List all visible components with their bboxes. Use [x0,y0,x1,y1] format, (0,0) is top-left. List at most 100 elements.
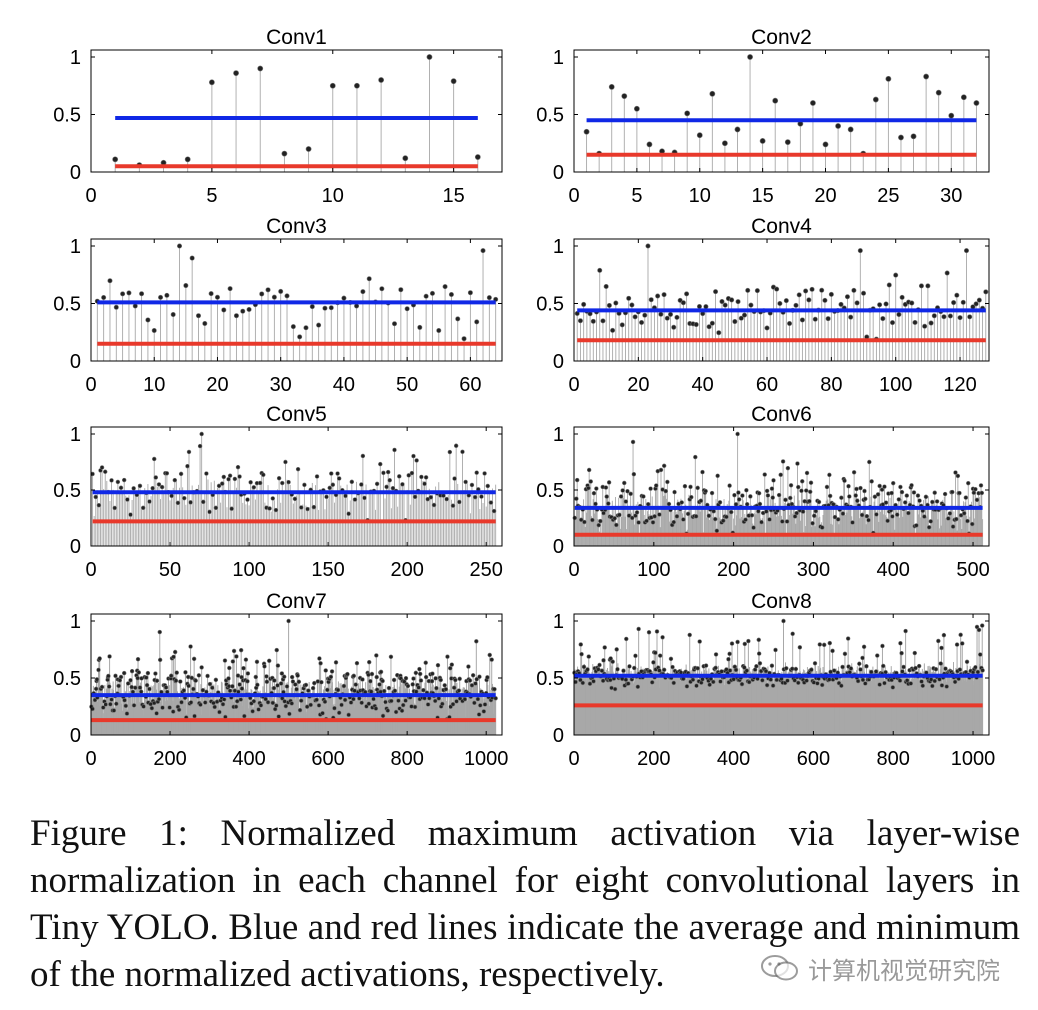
stem-marker [346,511,351,516]
stem-marker [703,663,709,668]
stem-marker [744,668,749,673]
stem-marker [396,698,401,703]
stem-marker [973,665,978,670]
stem-marker [354,660,360,666]
stem-marker [883,301,889,307]
stem-marker [297,707,303,713]
stem-marker [329,471,334,476]
subplot-title: Conv3 [266,215,327,238]
stem-marker [383,699,388,705]
stem-marker [778,472,783,477]
stem-marker [978,483,984,488]
stem-marker [154,678,160,683]
stem-marker [197,443,203,449]
stem-marker [860,677,866,683]
stem-marker [448,292,454,298]
x-tick-label: 25 [877,185,899,207]
y-tick-label: 1 [70,611,81,633]
stem-marker [623,677,629,682]
stem-marker [195,313,201,319]
y-tick-label: 1 [70,47,81,69]
stem-marker [270,700,275,706]
stem-marker [188,644,193,649]
stem-marker [97,656,102,661]
stem-marker [581,664,587,670]
stem-marker [608,84,615,90]
stem-marker [842,651,848,657]
stem-marker [944,684,949,689]
stem-marker [684,110,691,117]
stem-marker [183,283,189,289]
stem-marker [971,490,977,495]
stem-marker [256,707,261,712]
stem-marker [341,295,347,301]
stem-marker [469,482,475,488]
stem-marker [928,677,934,682]
stem-markers [574,243,989,342]
stem-marker [646,502,651,507]
subplot-conv3: Conv3 0 10 20 30 40 50 60 0 0.5 1 [53,215,503,396]
stem-marker [684,291,690,297]
stem-marker [123,703,128,709]
stem-marker [759,138,766,144]
x-tick-label: 400 [232,748,265,770]
stem-marker [756,509,761,514]
stem-marker [739,681,745,687]
stem-marker [777,300,783,306]
stem-marker [840,664,845,670]
stem-marker [628,491,633,497]
stem-marker [410,682,415,687]
stem-marker [857,248,863,254]
stem-marker [743,517,748,522]
stem-marker [478,703,483,708]
subplot-conv1: Conv1 0 5 10 15 0 0.5 1 [53,26,503,207]
stem-marker [131,486,136,491]
stem-marker [848,314,854,320]
stem-marker [239,686,245,691]
stem-marker [429,678,435,684]
stem-marker [920,683,925,688]
stem-marker [889,490,894,496]
stem-marker [172,649,178,655]
stem-marker [918,283,924,289]
stem-marker [304,704,310,709]
stem-marker [625,489,630,494]
stem-marker [586,654,591,659]
stem-marker [606,501,611,506]
stem-marker [235,673,241,678]
stem-marker [930,499,935,505]
stem-marker [400,482,405,487]
stem-marker [216,483,222,489]
stem-marker [958,513,964,518]
stem-marker [167,705,172,710]
stem-marker [619,322,625,328]
stem-marker [828,669,833,675]
x-tick-label: 800 [390,748,423,770]
stem-marker [685,511,691,517]
stem-marker [414,689,419,694]
stem-marker [606,302,612,308]
stem-marker [353,682,358,687]
stem-marker [114,701,119,706]
stem-marker [976,297,982,303]
x-tick-label: 0 [568,559,579,581]
stem-marker [899,489,905,495]
stem-marker [674,314,680,320]
stem-marker [795,461,800,466]
stem-marker [472,700,477,706]
stem-marker [774,286,780,292]
stem-marker [729,297,735,303]
stem-marker [612,686,618,692]
stem-marker [943,666,948,671]
stem-marker [790,666,795,671]
stem-marker [204,471,209,476]
stem-marker [170,312,176,318]
stem-marker [103,702,108,707]
stem-marker [275,663,281,668]
stem-marker [273,507,279,513]
stem-marker [445,654,450,659]
stem-marker [582,519,587,525]
stem-marker [214,294,220,300]
stem-marker [136,670,142,675]
stem-marker [474,470,479,475]
